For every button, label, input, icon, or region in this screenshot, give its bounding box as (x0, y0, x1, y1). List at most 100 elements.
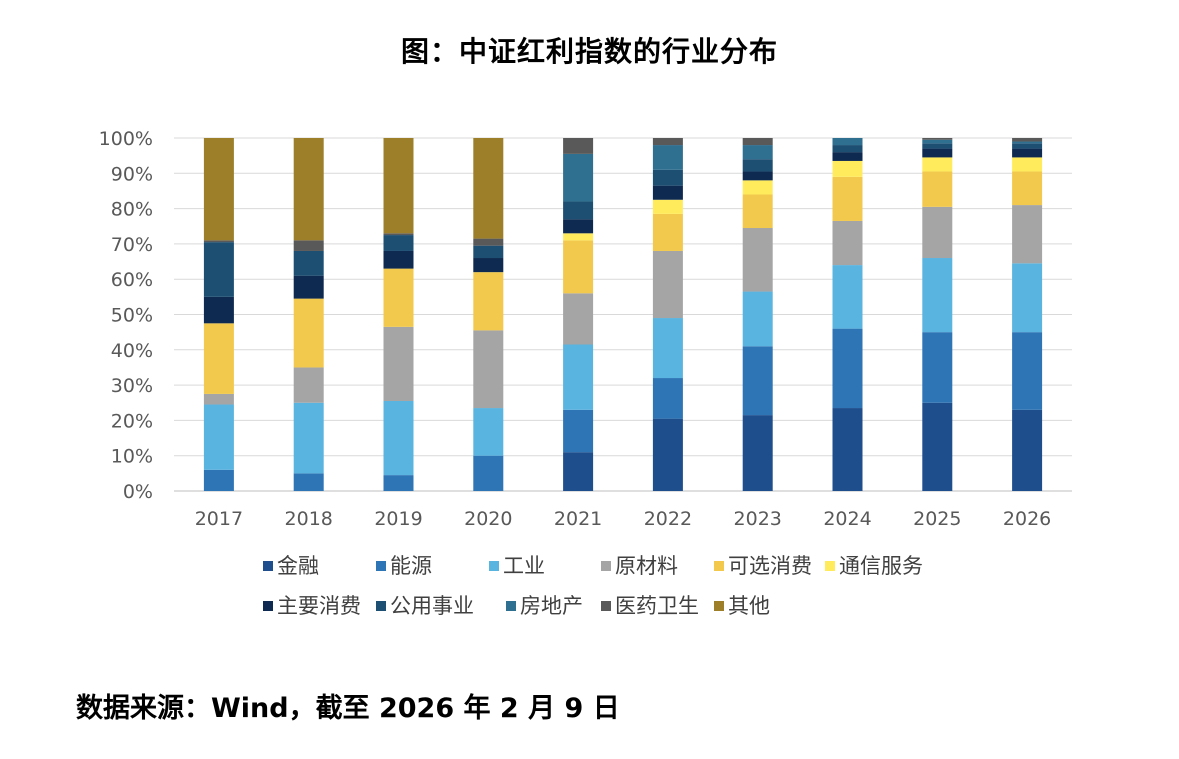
bar-segment-2021-s0 (563, 452, 594, 491)
legend-label: 通信服务 (839, 554, 923, 578)
y-tick-label: 100% (99, 128, 153, 150)
legend-label: 原材料 (615, 554, 678, 578)
bar-segment-2026-s4 (1012, 171, 1043, 206)
bar-segment-2020-s7 (473, 245, 504, 259)
x-tick-label: 2021 (554, 508, 602, 530)
bar-segment-2024-s6 (832, 152, 863, 161)
x-tick-label: 2019 (374, 508, 422, 530)
chart-title: 图：中证红利指数的行业分布 (400, 35, 778, 68)
bar-segment-2017-s6 (203, 296, 234, 324)
bar-segment-2021-s2 (563, 344, 594, 410)
y-tick-label: 30% (111, 375, 153, 397)
y-axis-ticks: 0% 10% 20% 30% 40% 50% 60% 70% 80% 90% 100% (99, 128, 153, 503)
bar-segment-2019-s1 (383, 475, 414, 491)
x-tick-label: 2023 (734, 508, 782, 530)
bar-segment-2020-s10 (473, 138, 504, 239)
bar-segment-2025-s6 (922, 148, 953, 158)
bar-segment-2025-s0 (922, 402, 953, 491)
bar-segment-2024-s3 (832, 220, 863, 266)
bar-segment-2021-s4 (563, 240, 594, 294)
bar-segment-2026-s2 (1012, 263, 1043, 333)
x-tick-label: 2025 (913, 508, 961, 530)
bar-segment-2022-s2 (652, 318, 683, 379)
bar-segment-2020-s3 (473, 330, 504, 409)
bar-segment-2021-s1 (563, 409, 594, 453)
bar-segment-2025-s5 (922, 157, 953, 172)
bar-segment-2021-s9 (563, 138, 594, 154)
bar-segment-2019-s6 (383, 250, 414, 269)
legend-swatch (714, 561, 724, 571)
bar-segment-2023-s7 (742, 159, 773, 172)
x-tick-label: 2018 (285, 508, 333, 530)
x-tick-label: 2017 (195, 508, 243, 530)
bar-segment-2024-s0 (832, 408, 863, 491)
bar-segment-2026-s6 (1012, 148, 1043, 158)
y-tick-label: 50% (111, 305, 153, 327)
bar-segment-2024-s7 (832, 145, 863, 153)
bar-segment-2021-s6 (563, 219, 594, 234)
bar-segment-2017-s10 (203, 138, 234, 241)
x-tick-label: 2020 (464, 508, 512, 530)
bar-segment-2023-s9 (742, 138, 773, 146)
legend-swatch (506, 601, 516, 611)
bar-segment-2022-s4 (652, 213, 683, 251)
bar-segment-2023-s6 (742, 171, 773, 181)
bar-segment-2026-s5 (1012, 157, 1043, 172)
bar-segment-2017-s4 (203, 323, 234, 394)
y-tick-label: 0% (123, 481, 153, 503)
bar-segment-2022-s6 (652, 185, 683, 200)
legend-swatch (376, 601, 386, 611)
bar-segment-2019-s4 (383, 268, 414, 327)
bar-segment-2025-s1 (922, 332, 953, 403)
bar-segment-2020-s9 (473, 238, 504, 246)
legend-swatch (714, 601, 724, 611)
bar-segment-2022-s7 (652, 169, 683, 186)
bar-segment-2019-s7 (383, 235, 414, 251)
x-axis-ticks: 2017 2018 2019 2020 2021 2022 2023 2024 2025 2026 (195, 508, 1052, 530)
bar-segment-2024-s8 (832, 138, 863, 146)
y-tick-label: 60% (111, 269, 153, 291)
bar-segment-2024-s4 (832, 176, 863, 221)
legend-label: 主要消费 (277, 594, 361, 618)
bar-segment-2018-s3 (293, 367, 324, 403)
bar-segment-2018-s6 (293, 275, 324, 299)
y-tick-label: 70% (111, 234, 153, 256)
bar-segment-2020-s2 (473, 408, 504, 456)
y-tick-label: 40% (111, 340, 153, 362)
bar-segment-2023-s1 (742, 346, 773, 416)
legend-label: 工业 (503, 554, 545, 578)
bar-segment-2024-s1 (832, 328, 863, 409)
legend-label: 医药卫生 (615, 594, 699, 618)
legend-swatch (376, 561, 386, 571)
bar-segment-2022-s5 (652, 199, 683, 214)
bar-segment-2023-s4 (742, 194, 773, 229)
bar-segment-2026-s9 (1012, 138, 1043, 142)
bar-segment-2018-s9 (293, 240, 324, 251)
bar-segment-2019-s10 (383, 138, 414, 234)
bar-segment-2025-s3 (922, 206, 953, 259)
bar-segment-2018-s2 (293, 402, 324, 474)
bar-segment-2025-s4 (922, 171, 953, 207)
bar-segment-2025-s8 (922, 139, 953, 144)
bar-segment-2025-s7 (922, 143, 953, 149)
y-tick-label: 90% (111, 163, 153, 185)
bar-segment-2020-s6 (473, 258, 504, 273)
legend-label: 公用事业 (390, 594, 474, 618)
legend-label: 房地产 (520, 594, 583, 618)
bar-segment-2018-s7 (293, 250, 324, 276)
bars (203, 138, 1043, 491)
bar-segment-2023-s2 (742, 291, 773, 347)
legend-label: 其他 (728, 594, 770, 618)
bar-segment-2023-s5 (742, 180, 773, 195)
bar-segment-2018-s1 (293, 473, 324, 491)
bar-segment-2021-s7 (563, 201, 594, 220)
bar-segment-2021-s5 (563, 233, 594, 241)
bar-segment-2019-s2 (383, 400, 414, 476)
bar-segment-2017-s7 (203, 242, 234, 297)
bar-segment-2019-s3 (383, 326, 414, 401)
bar-segment-2017-s3 (203, 393, 234, 405)
bar-segment-2019-s9 (383, 233, 414, 236)
bar-segment-2023-s8 (742, 145, 773, 160)
bar-segment-2017-s9 (203, 240, 234, 243)
